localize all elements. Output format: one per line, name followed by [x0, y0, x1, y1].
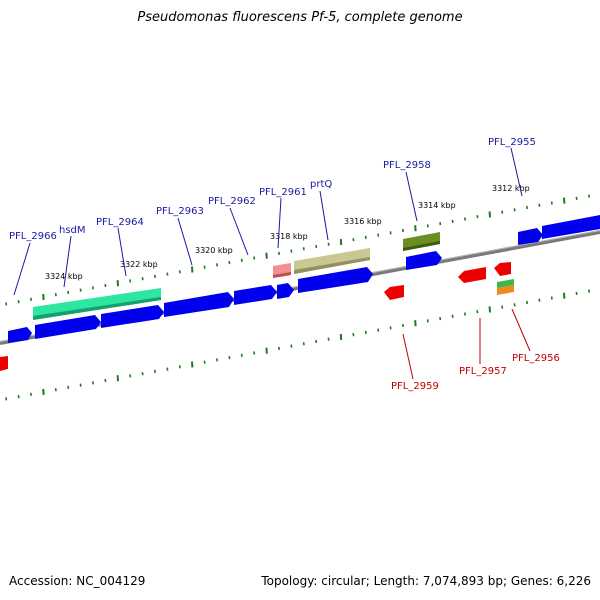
cds-pfl2963: [164, 292, 234, 317]
scale-label-3320: 3320 kbp: [195, 246, 233, 255]
scale-label-3314: 3314 kbp: [418, 201, 456, 210]
cds-pfl2958: [406, 251, 442, 270]
cds-pfl2959: [384, 285, 404, 300]
accession-value: NC_004129: [76, 574, 146, 588]
gene-label-pfl2966: PFL_2966: [9, 231, 57, 242]
cds-pfl2956: [494, 262, 511, 276]
scale-label-3316: 3316 kbp: [344, 217, 382, 226]
gene-label-pfl2964: PFL_2964: [96, 217, 144, 228]
scale-label-3324: 3324 kbp: [45, 272, 83, 281]
reverse-cds: [0, 262, 511, 371]
length-value: 7,074,893 bp: [422, 574, 503, 588]
genes-value: 6,226: [556, 574, 591, 588]
leader-prtQ: [319, 190, 329, 241]
genome-summary: Topology: circular; Length: 7,074,893 bp…: [261, 574, 591, 588]
forward-cds: [8, 215, 600, 343]
leader-pfl2963: [177, 217, 193, 266]
cds-pfl2964: [101, 305, 164, 328]
map-title: Pseudomonas fluorescens Pf-5, complete g…: [137, 10, 463, 25]
gene-label-pfl2961: PFL_2961: [259, 187, 307, 198]
gene-label-hsdM: hsdM: [59, 225, 86, 236]
accession-label: Accession:: [9, 574, 73, 588]
leader-pfl2961: [277, 197, 282, 249]
gene-label-pfl2955: PFL_2955: [488, 137, 536, 148]
gene-label-pfl2959: PFL_2959: [391, 381, 439, 392]
cds-pfl2955-b: [542, 215, 600, 239]
cds-hsdM: [35, 315, 101, 339]
feature-pfl2961-shade: [273, 272, 291, 278]
leader-pfl2955: [510, 147, 523, 197]
feature-hsdM-shade: [33, 297, 161, 320]
reverse-gene-labels: PFL_2959 PFL_2957 PFL_2956: [391, 353, 560, 392]
leader-pfl2958: [405, 171, 418, 222]
leader-pfl2956: [511, 308, 531, 352]
gene-label-pfl2962: PFL_2962: [208, 196, 256, 207]
cds-prtQ: [298, 267, 373, 293]
feature-pfl2956-bottom: [497, 285, 514, 295]
cds-pfl2962: [234, 285, 277, 305]
cds-left-edge: [0, 356, 8, 371]
gene-label-pfl2958: PFL_2958: [383, 160, 431, 171]
scale-label-3322: 3322 kbp: [120, 260, 158, 269]
topology-label: Topology:: [261, 574, 318, 588]
feature-bars: [33, 232, 514, 320]
leader-hsdM: [63, 235, 72, 288]
scale-ticks-top: [5, 194, 590, 306]
genes-label: Genes:: [510, 574, 553, 588]
feature-prtQ-shade: [294, 257, 370, 274]
topology-value: circular: [321, 574, 366, 588]
gene-label-pfl2956: PFL_2956: [512, 353, 560, 364]
leader-pfl2966: [13, 242, 31, 296]
length-label: Length:: [373, 574, 420, 588]
feature-pfl2958-shade: [403, 241, 440, 251]
scale-label-3312: 3312 kbp: [492, 184, 530, 193]
accession-info: Accession: NC_004129: [9, 574, 145, 588]
leader-pfl2962: [229, 207, 249, 256]
scale-label-3318: 3318 kbp: [270, 232, 308, 241]
gene-label-pfl2963: PFL_2963: [156, 206, 204, 217]
cds-pfl2961: [277, 283, 294, 299]
scale-ticks-bottom: [5, 289, 590, 401]
cds-pfl2955-a: [518, 228, 543, 245]
label-leaders: [13, 147, 531, 380]
gene-label-pfl2957: PFL_2957: [459, 366, 507, 377]
gene-label-prtQ: prtQ: [310, 179, 332, 190]
leader-pfl2959: [402, 333, 414, 380]
forward-gene-labels: PFL_2966 hsdM PFL_2964 PFL_2963 PFL_2962…: [9, 137, 536, 242]
leader-pfl2964: [117, 227, 127, 277]
cds-pfl2957: [458, 267, 486, 283]
scale-labels: 3324 kbp 3322 kbp 3320 kbp 3318 kbp 3316…: [45, 184, 530, 281]
cds-pfl2966: [8, 327, 32, 343]
